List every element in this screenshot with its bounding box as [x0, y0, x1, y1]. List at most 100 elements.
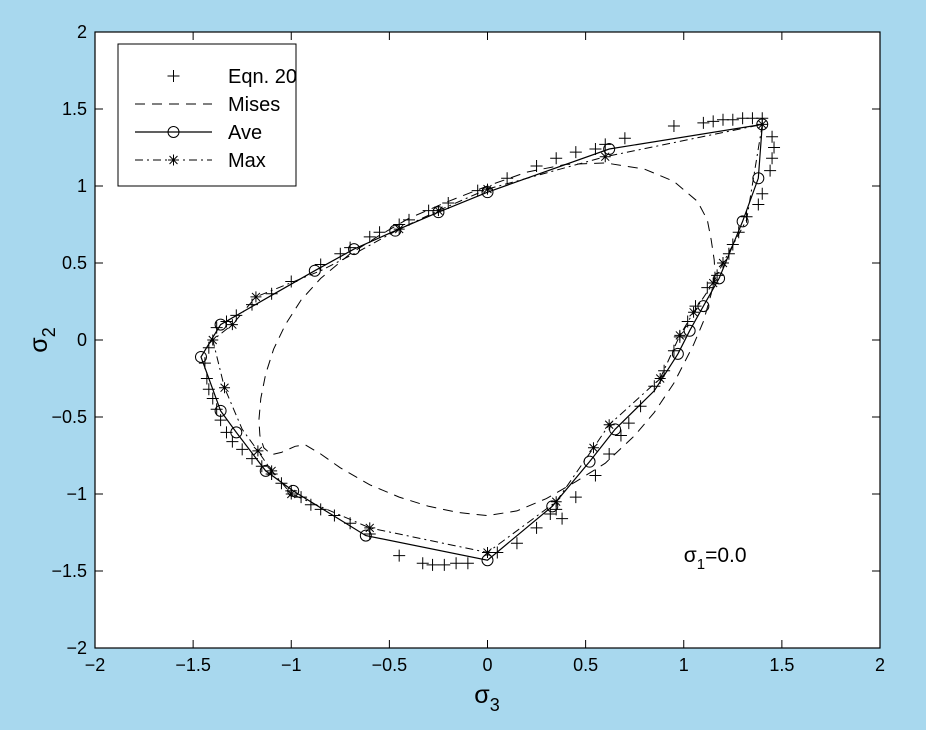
x-tick-label: −1.5 [175, 655, 211, 675]
data-point-plus [569, 146, 582, 159]
legend-label: Ave [228, 122, 262, 144]
data-point-star [252, 445, 264, 457]
data-point-plus [416, 557, 429, 570]
data-point-plus [544, 508, 557, 521]
axis-ticks: −2 −1.5 −1 −0.5 0 0.5 1 1.5 2 −2 −1.5 −1 −0.5 0 0.5 1 1.… [51, 22, 885, 675]
data-point-plus [314, 503, 327, 516]
data-point-star [364, 522, 376, 534]
data-point-circle [697, 300, 710, 313]
data-point-star [688, 306, 700, 318]
legend-marker-circle [167, 126, 180, 138]
legend-label: Mises [228, 94, 280, 116]
data-point-circle [546, 500, 559, 513]
data-point-circle [348, 243, 361, 256]
series-mises [258, 162, 716, 517]
data-point-star [482, 547, 493, 559]
y-axis-label-sub: 2 [39, 327, 59, 337]
data-point-plus [373, 226, 386, 239]
data-point-plus [701, 281, 714, 294]
data-point-star [285, 488, 297, 500]
data-point-circle [736, 215, 749, 228]
data-point-plus [461, 557, 474, 570]
x-tick-label: 1.5 [769, 655, 794, 675]
data-point-plus [622, 417, 635, 430]
data-point-circle [214, 404, 227, 417]
y-tick-label: 0 [77, 330, 87, 350]
data-point-plus [569, 491, 582, 504]
y-tick-label: −1 [66, 484, 87, 504]
series-max [207, 118, 768, 559]
data-point-plus [667, 344, 680, 357]
data-point-circle [683, 324, 696, 337]
legend-marker-plus [167, 70, 180, 82]
legend-entry: Ave [135, 122, 262, 144]
legend-marker-star [168, 154, 179, 166]
legend-box [117, 43, 297, 187]
data-point-plus [265, 287, 278, 300]
data-point-plus [707, 115, 720, 128]
data-point-plus [442, 196, 455, 209]
data-point-star [250, 291, 262, 303]
x-tick-label: −0.5 [372, 655, 408, 675]
data-point-plus [599, 138, 612, 151]
data-point-plus [295, 491, 308, 504]
annotation-base: σ [684, 544, 697, 567]
data-point-plus [450, 557, 463, 570]
data-point-circle [359, 529, 372, 542]
legend-label: Eqn. 20 [228, 66, 297, 88]
data-point-star [599, 151, 611, 163]
data-point-plus [556, 512, 569, 525]
x-axis-label-base: σ [474, 681, 490, 709]
data-point-plus [363, 230, 376, 243]
x-axis-label: σ3 [474, 681, 499, 715]
x-tick-label: 0.5 [573, 655, 598, 675]
annotation-sub: 1 [697, 556, 705, 573]
data-point-plus [403, 213, 415, 226]
data-point-star [707, 277, 719, 289]
data-point-plus [438, 558, 451, 571]
data-point-plus [550, 152, 563, 165]
x-axis-label-sub: 3 [490, 695, 500, 715]
y-tick-label: −0.5 [51, 407, 87, 427]
x-tick-label: 1 [679, 655, 689, 675]
data-point-plus [634, 400, 647, 413]
y-tick-label: 2 [77, 22, 87, 42]
data-point-plus [667, 119, 680, 132]
data-point-plus [717, 113, 729, 126]
data-point-star [482, 183, 493, 195]
data-point-star [432, 205, 444, 217]
y-axis-label: σ2 [25, 327, 59, 352]
legend-entry: Max [135, 150, 266, 172]
data-point-plus [766, 152, 779, 165]
data-point-plus [756, 187, 769, 200]
data-point-star [717, 257, 729, 269]
data-point-star [226, 319, 238, 331]
y-tick-label: −1.5 [51, 561, 87, 581]
data-point-star [603, 419, 615, 431]
data-point-plus [501, 172, 514, 185]
data-point-plus [766, 130, 779, 143]
annotation-rest: =0.0 [705, 544, 746, 567]
data-point-plus [510, 537, 523, 550]
legend-entry: Eqn. 20 [167, 66, 297, 88]
data-point-plus [603, 447, 616, 460]
data-point-plus [589, 469, 602, 482]
data-point-plus [236, 443, 249, 456]
data-point-circle [214, 318, 227, 331]
y-tick-label: 1.5 [62, 99, 87, 119]
data-point-star [674, 329, 686, 341]
data-point-star [587, 442, 599, 454]
data-point-plus [768, 141, 781, 154]
data-point-star [207, 334, 219, 346]
data-point-plus [393, 549, 406, 562]
data-point-plus [275, 477, 288, 490]
data-point-plus [589, 143, 602, 156]
data-point-circle [752, 172, 765, 185]
data-point-plus [614, 429, 627, 442]
data-point-star [393, 223, 405, 235]
data-point-star [550, 496, 562, 508]
data-point-plus [422, 204, 435, 217]
data-point-star [654, 373, 666, 384]
data-point-plus [471, 184, 484, 197]
